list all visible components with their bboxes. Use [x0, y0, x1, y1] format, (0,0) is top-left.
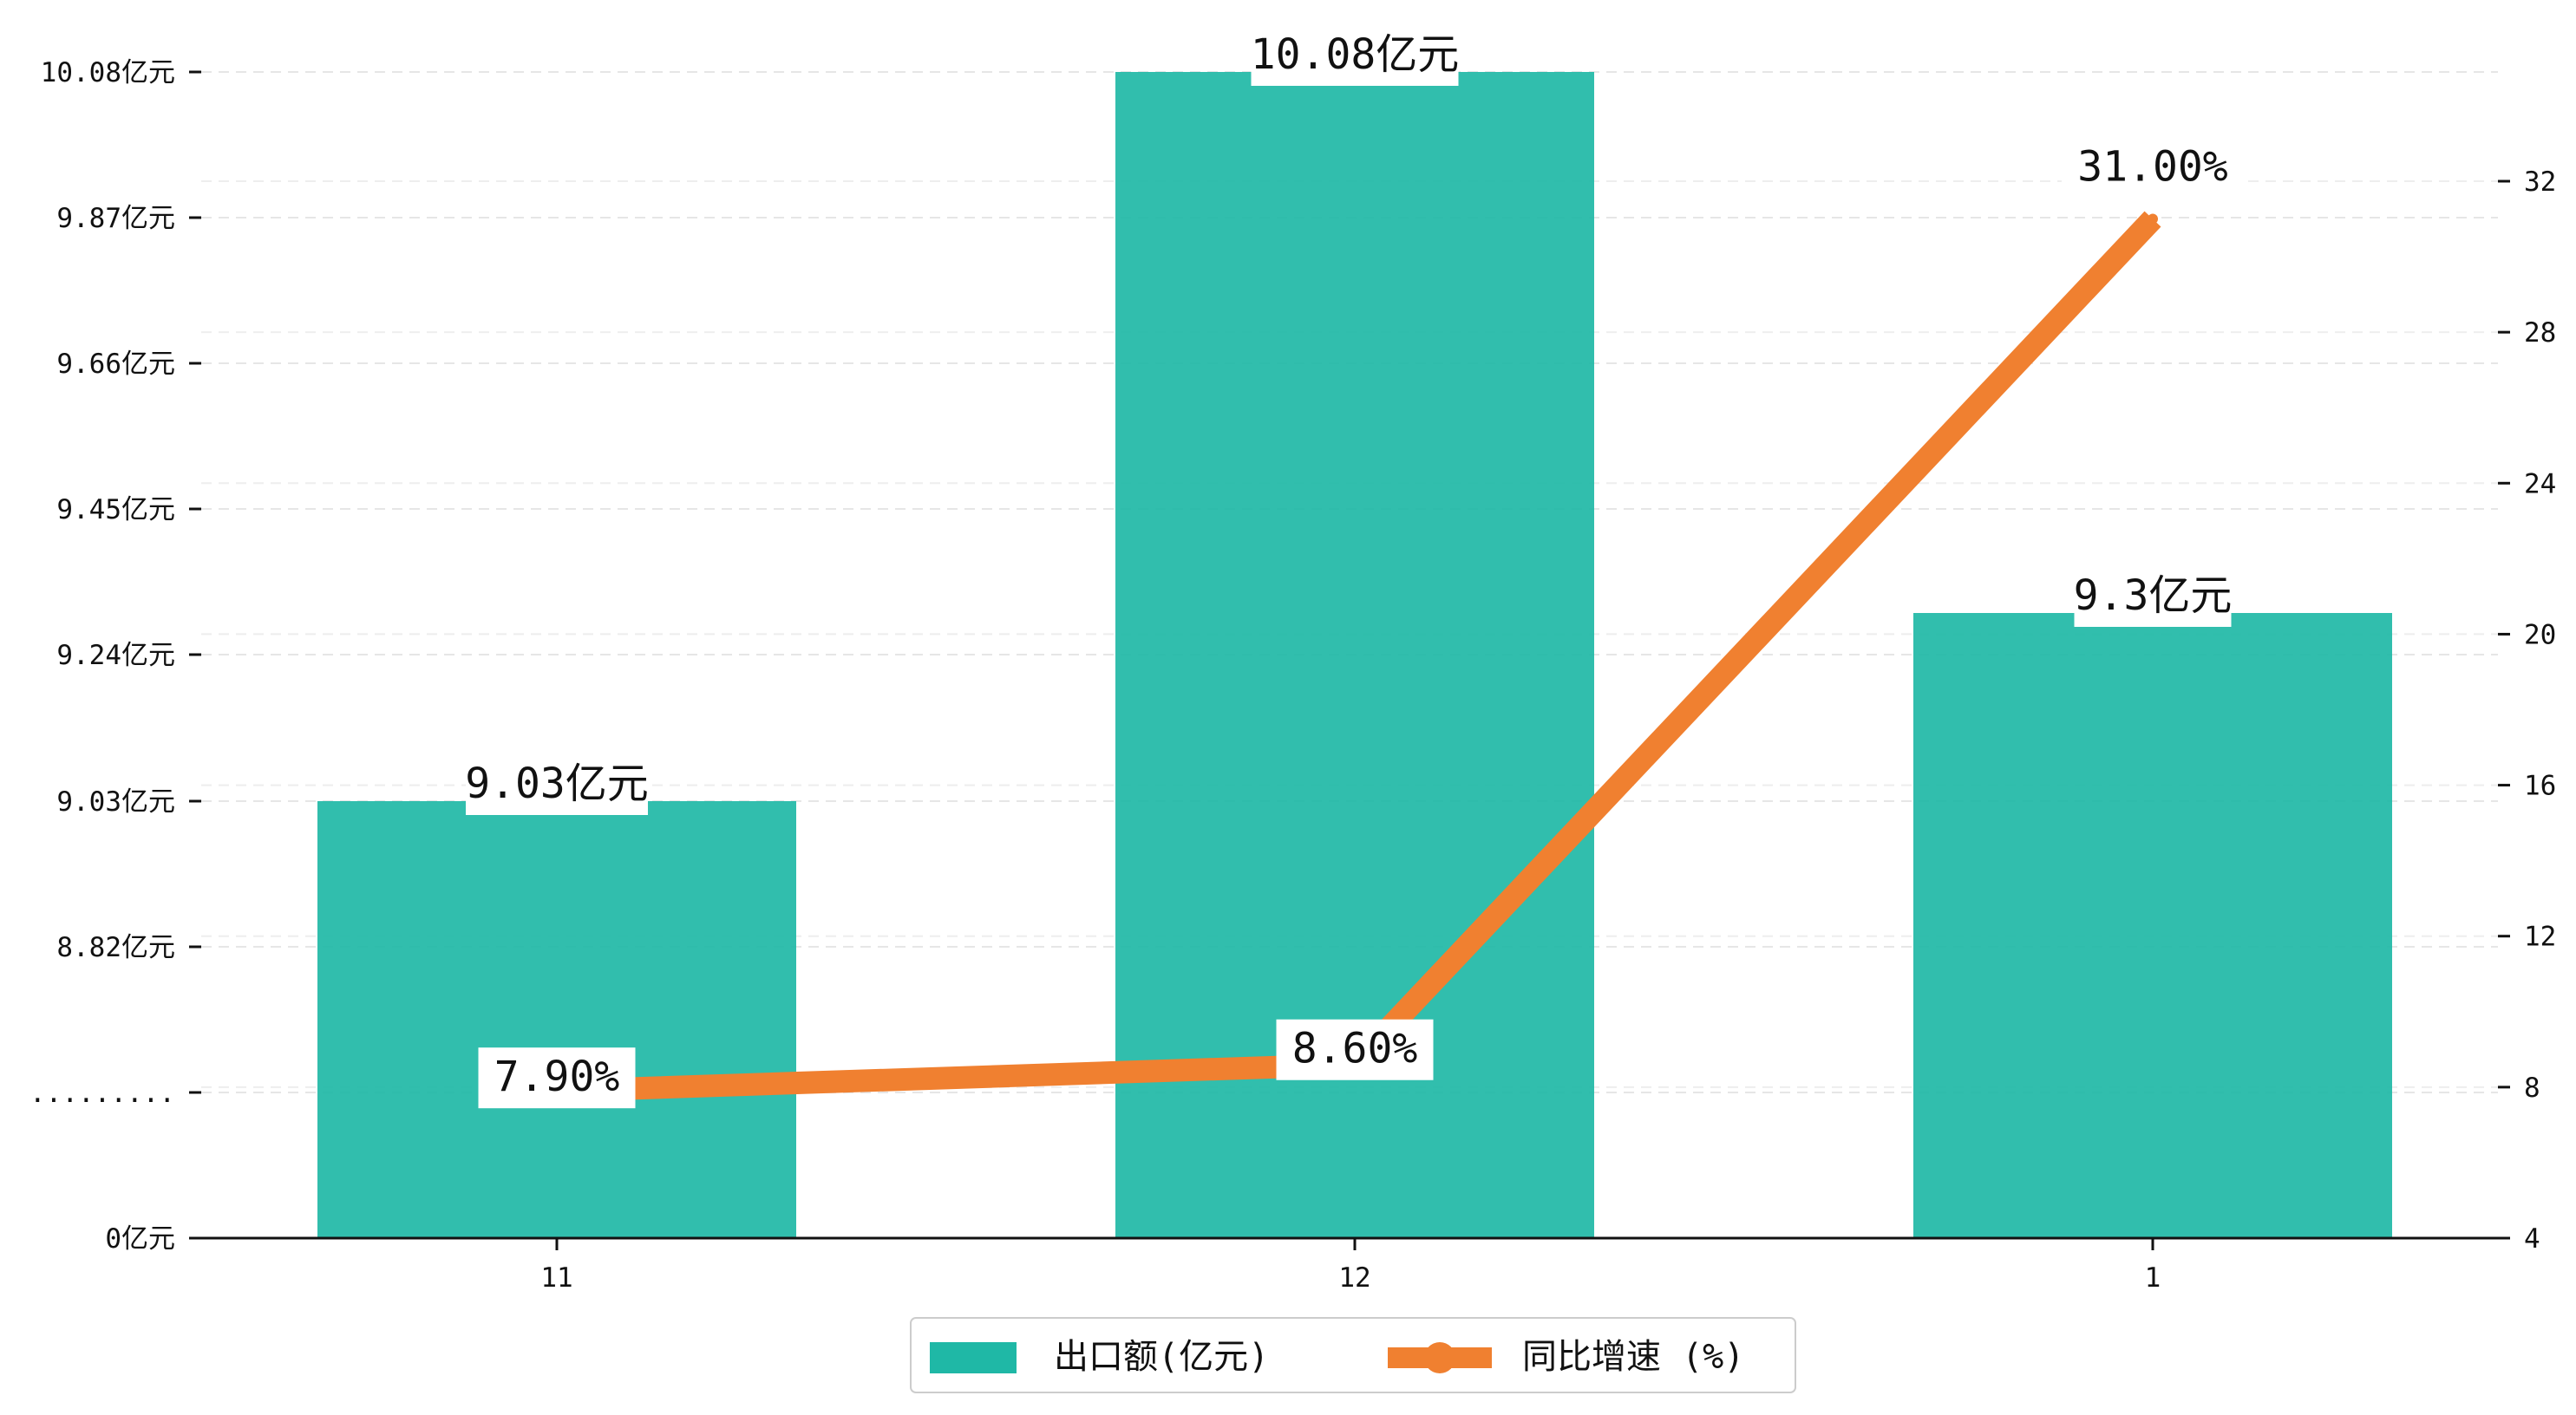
bars — [317, 72, 2392, 1238]
y-left-tick-label: 10.08亿元 — [41, 57, 175, 88]
bar-11 — [317, 801, 796, 1238]
growth-value-label: 7.90% — [494, 1053, 620, 1101]
axes: 0亿元......... 8.82亿元 9.03亿元 9.24亿元 9.45亿元 9.66… — [29, 57, 2556, 1294]
y-left-tick-label: 9.87亿元 — [56, 203, 175, 234]
legend: 出口额(亿元) 同比增速 (%) — [910, 1317, 1796, 1393]
bar-value-label-bg — [466, 754, 648, 815]
y-right-tick-label: 8 — [2524, 1073, 2540, 1104]
bar-value-label: 10.08亿元 — [1251, 30, 1460, 79]
bar-value-label: 9.3亿元 — [2074, 571, 2233, 620]
x-tick-label: 1 — [2145, 1262, 2161, 1294]
growth-value-label: 31.00% — [2077, 143, 2227, 192]
bar-value-label-bg — [1251, 25, 1459, 86]
y-right-tick-label: 16 — [2524, 771, 2556, 802]
y-right-tick-label: 4 — [2524, 1223, 2540, 1255]
bar-1 — [1913, 613, 2392, 1238]
bar-value-label: 9.03亿元 — [465, 760, 649, 808]
y-left-tick-label: 0亿元 — [105, 1223, 175, 1255]
legend-line-marker — [1424, 1342, 1455, 1373]
y-right-tick-label: 28 — [2524, 317, 2556, 349]
y-right-tick-label: 20 — [2524, 619, 2556, 650]
growth-value-label-bg — [2062, 137, 2244, 199]
y-left-tick-label: 8.82亿元 — [56, 932, 175, 963]
legend-bar-swatch — [930, 1342, 1017, 1373]
y-left-tick-label: 9.03亿元 — [56, 786, 175, 818]
growth-point — [2148, 213, 2158, 225]
y-left-tick-label: 9.45亿元 — [56, 494, 175, 525]
x-tick-label: 12 — [1338, 1262, 1370, 1294]
y-right-tick-label: 24 — [2524, 468, 2556, 499]
legend-bar-label: 出口额(亿元) — [1054, 1337, 1269, 1377]
legend-frame — [910, 1317, 1796, 1393]
growth-value-label-bg — [1276, 1019, 1434, 1080]
legend-line-label: 同比增速 (%) — [1522, 1337, 1744, 1377]
labels: 9.03亿元 10.08亿元 9.3亿元 7.90% 8.60% 31.00% — [465, 25, 2244, 1109]
y-right-tick-label: 12 — [2524, 922, 2556, 953]
y-left-tick-label: ......... — [29, 1078, 175, 1109]
x-tick-label: 11 — [540, 1262, 572, 1294]
bar-value-label-bg — [2074, 566, 2232, 627]
growth-value-label: 8.60% — [1292, 1025, 1418, 1073]
y-right-tick-label: 32 — [2524, 166, 2556, 198]
y-left-tick-label: 9.66亿元 — [56, 349, 175, 380]
y-left-tick-label: 9.24亿元 — [56, 640, 175, 671]
growth-value-label-bg — [478, 1047, 636, 1109]
